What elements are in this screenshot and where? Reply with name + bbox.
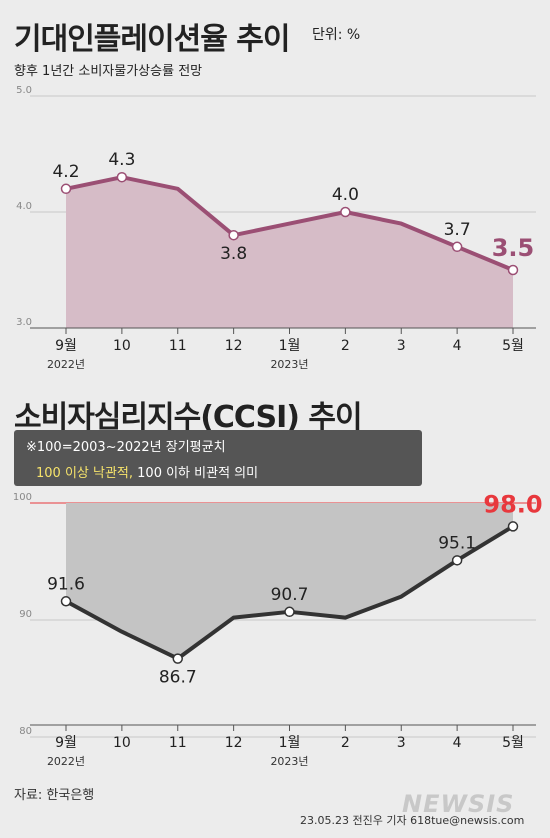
x-tick-label: 2 — [341, 735, 350, 751]
data-label: 98.0 — [483, 490, 542, 518]
data-point — [284, 606, 295, 618]
note-line1: ※100=2003~2022년 장기평균치 — [26, 440, 226, 455]
ccsi-chart: 80 90 100 9월 2022년 91.6 10 11 86.7 12 1월 2023년 90.7 2… — [13, 490, 543, 768]
x-tick-label: 3 — [397, 338, 406, 354]
x-sublabel: 2023년 — [270, 755, 308, 768]
data-point — [507, 264, 519, 276]
x-sublabel: 2022년 — [47, 755, 85, 768]
data-label: 4.2 — [52, 162, 79, 182]
x-tick-label: 4 — [453, 338, 462, 354]
area-fill — [66, 177, 513, 328]
data-point — [116, 171, 128, 183]
x-tick-label: 11 — [169, 338, 187, 354]
series-line — [65, 175, 514, 272]
x-tick-label: 11 — [169, 735, 187, 751]
y-tick-label: 100 — [13, 492, 32, 503]
data-label: 95.1 — [438, 533, 476, 553]
data-label: 3.7 — [444, 220, 471, 240]
source-text: 자료: 한국은행 — [14, 788, 95, 803]
chart1-title: 기대인플레이션율 추이 — [14, 22, 290, 57]
x-tick-label: 5월 — [502, 338, 524, 354]
data-point — [172, 653, 183, 664]
note-line2: 100 이상 낙관적, 100 이하 비관적 의미 — [36, 462, 258, 481]
data-point — [60, 183, 72, 195]
data-point — [228, 229, 239, 241]
data-point — [451, 241, 463, 253]
data-point — [340, 206, 351, 218]
x-tick-label: 3 — [397, 735, 406, 751]
x-sublabel: 2023년 — [270, 358, 308, 371]
inflation-chart: 3.0 4.0 5.0 9월 2022년 4.2 10 4.3 11 12 3.8 1월 2023년 2 4… — [16, 85, 536, 371]
data-label: 86.7 — [159, 668, 197, 688]
x-tick-label: 5월 — [502, 735, 524, 751]
x-tick-label: 9월 — [55, 735, 77, 751]
x-tick-label: 1월 — [279, 735, 301, 751]
chart2-title: 소비자심리지수(CCSI) 추이 — [14, 400, 363, 435]
y-tick-label: 80 — [19, 726, 32, 737]
y-tick-label: 3.0 — [16, 317, 32, 328]
data-label: 3.5 — [492, 234, 535, 262]
newsis-logo: NEWSIS — [402, 790, 515, 818]
x-tick-label: 12 — [225, 735, 243, 751]
data-label: 91.6 — [47, 574, 85, 594]
y-tick-label: 4.0 — [16, 201, 32, 212]
data-point — [60, 596, 72, 607]
data-point — [451, 555, 463, 566]
note-highlight: 100 이상 낙관적, — [36, 466, 134, 481]
y-tick-label: 5.0 — [16, 85, 32, 96]
x-tick-label: 1월 — [279, 338, 301, 354]
data-point — [507, 521, 519, 532]
credit-text: 23.05.23 전진우 기자 618tue@newsis.com — [300, 814, 525, 827]
area-fill — [66, 503, 513, 659]
x-tick-label: 4 — [453, 735, 462, 751]
note-box — [14, 430, 422, 486]
x-tick-label: 2 — [341, 338, 350, 354]
data-label: 3.8 — [220, 244, 247, 264]
x-tick-label: 12 — [225, 338, 243, 354]
x-tick-label: 10 — [113, 735, 131, 751]
data-label: 90.7 — [271, 585, 309, 605]
data-label: 4.3 — [108, 150, 135, 170]
x-sublabel: 2022년 — [47, 358, 85, 371]
x-tick-label: 10 — [113, 338, 131, 354]
note-rest: 100 이하 비관적 의미 — [133, 466, 259, 481]
y-tick-label: 90 — [19, 609, 32, 620]
x-tick-label: 9월 — [55, 338, 77, 354]
data-label: 4.0 — [332, 185, 359, 205]
chart1-unit: 단위: % — [312, 27, 361, 43]
chart1-subtitle: 향후 1년간 소비자물가상승률 전망 — [14, 64, 203, 79]
